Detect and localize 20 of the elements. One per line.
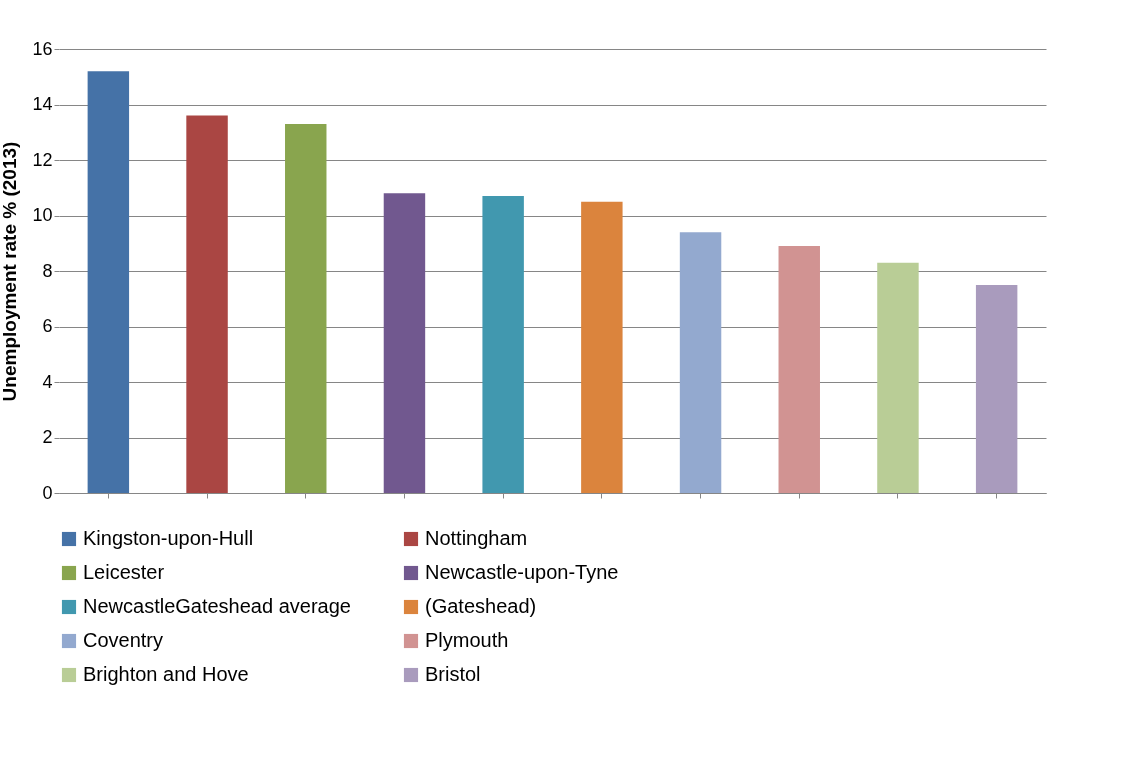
y-axis-title: Unemployment rate % (2013)	[0, 141, 21, 402]
y-tick-label: 8	[42, 260, 53, 281]
legend-label: Coventry	[83, 629, 164, 651]
y-tick-label: 10	[32, 205, 53, 225]
y-tick-label: 6	[42, 316, 53, 336]
legend-label: Kingston-upon-Hull	[83, 527, 254, 549]
y-tick-label: 2	[42, 427, 53, 447]
legend-label: Bristol	[425, 663, 481, 685]
legend-label: Leicester	[83, 561, 165, 583]
legend-label: NewcastleGateshead average	[83, 595, 351, 617]
y-tick-label: 4	[42, 371, 53, 392]
legend-label: (Gateshead)	[425, 595, 537, 617]
legend-label: Newcastle-upon-Tyne	[425, 561, 619, 583]
legend-label: Nottingham	[425, 527, 528, 549]
y-tick-label: 14	[32, 94, 53, 114]
legend-label: Brighton and Hove	[83, 663, 249, 685]
legend-label: Plymouth	[425, 629, 509, 651]
y-tick-label: 16	[32, 38, 53, 59]
y-tick-label: 12	[32, 149, 53, 170]
y-tick-label: 0	[42, 482, 53, 503]
